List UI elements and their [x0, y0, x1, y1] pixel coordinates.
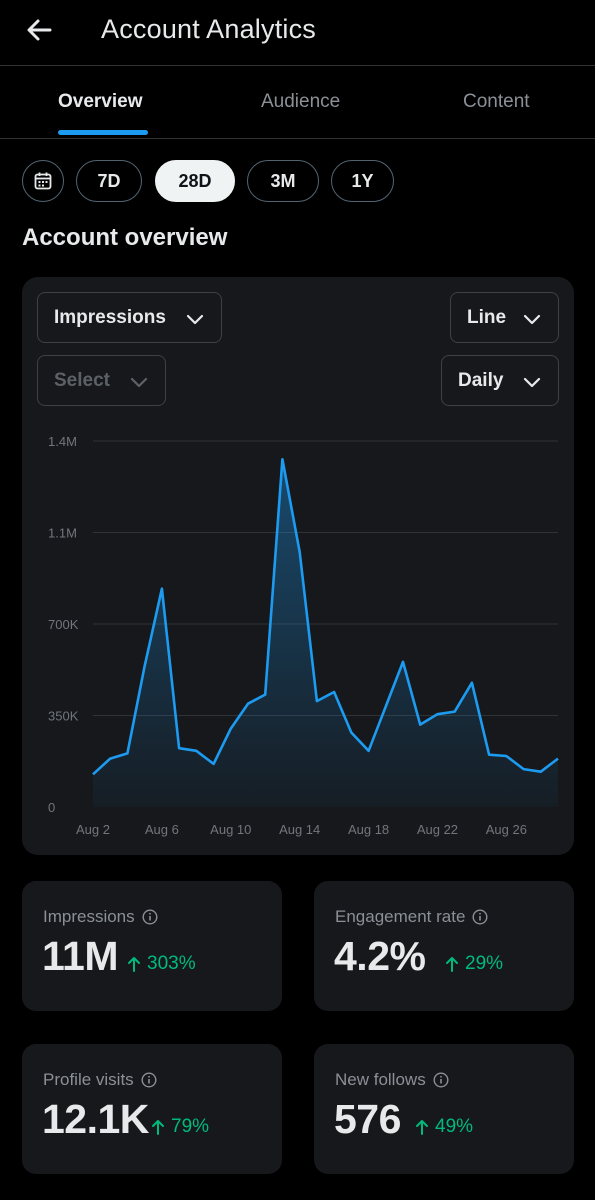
info-icon[interactable]: [142, 909, 158, 925]
info-icon[interactable]: [433, 1072, 449, 1088]
stat-change: 49%: [414, 1116, 473, 1138]
info-icon[interactable]: [141, 1072, 157, 1088]
chart-card: Impressions Line Select Daily Aug 2 Aug 6…: [22, 277, 574, 855]
stat-card-profile-visits[interactable]: Profile visits 12.1K 79%: [22, 1044, 282, 1174]
back-button[interactable]: [22, 12, 58, 48]
impressions-area: [93, 459, 558, 807]
range-3m-button[interactable]: 3M: [247, 160, 319, 202]
tab-audience[interactable]: Audience: [261, 91, 341, 112]
stat-card-impressions[interactable]: Impressions 11M 303%: [22, 881, 282, 1011]
stat-label: New follows: [335, 1070, 449, 1090]
page-title: Account Analytics: [101, 14, 317, 44]
y-tick-label: 1.4M: [48, 434, 77, 449]
compare-dropdown[interactable]: Select: [37, 355, 166, 406]
interval-dropdown[interactable]: Daily: [441, 355, 559, 406]
x-tick-label: Aug 18: [348, 822, 389, 837]
x-tick-label: Aug 26: [486, 822, 527, 837]
chart-type-dropdown[interactable]: Line: [450, 292, 559, 343]
interval-dropdown-label: Daily: [458, 369, 504, 391]
range-1y-button[interactable]: 1Y: [331, 160, 394, 202]
tab-bar: Overview Audience Content: [0, 67, 595, 139]
stat-value: 576: [334, 1096, 401, 1142]
date-range-selector: 7D 28D 3M 1Y: [0, 160, 595, 204]
stat-card-engagement-rate[interactable]: Engagement rate 4.2% 29%: [314, 881, 574, 1011]
arrow-up-icon: [128, 957, 140, 972]
chart-type-label: Line: [467, 306, 507, 328]
chevron-down-icon: [523, 314, 541, 325]
range-28d-button[interactable]: 28D: [155, 160, 235, 202]
calendar-icon: [34, 172, 52, 190]
x-tick-label: Aug 2: [76, 822, 110, 837]
y-tick-label: 1.1M: [48, 526, 77, 541]
impressions-line: [92, 458, 559, 776]
arrow-left-icon: [27, 19, 52, 41]
stat-change: 79%: [150, 1116, 209, 1138]
x-tick-label: Aug 10: [210, 822, 251, 837]
arrow-up-icon: [446, 957, 458, 972]
stat-value: 12.1K: [42, 1096, 149, 1142]
y-tick-label: 350K: [48, 709, 79, 724]
section-title: Account overview: [22, 224, 228, 251]
tab-content[interactable]: Content: [463, 91, 530, 112]
stat-label: Engagement rate: [335, 907, 488, 927]
stat-value: 4.2%: [334, 933, 426, 979]
stat-card-new-follows[interactable]: New follows 576 49%: [314, 1044, 574, 1174]
x-tick-label: Aug 6: [145, 822, 179, 837]
chevron-down-icon: [186, 314, 204, 325]
chevron-down-icon: [130, 377, 148, 388]
info-icon[interactable]: [472, 909, 488, 925]
y-tick-label: 700K: [48, 617, 79, 632]
metric-dropdown[interactable]: Impressions: [37, 292, 222, 343]
stat-change: 303%: [126, 953, 196, 975]
stat-change: 29%: [444, 953, 503, 975]
tab-overview[interactable]: Overview: [58, 91, 143, 112]
impressions-line-chart: Aug 2 Aug 6 Aug 10 Aug 14 Aug 18 Aug 22 Aug 26…: [48, 434, 559, 837]
calendar-button[interactable]: [22, 160, 64, 202]
x-tick-label: Aug 14: [279, 822, 320, 837]
arrow-up-icon: [416, 1120, 428, 1135]
chevron-down-icon: [523, 377, 541, 388]
y-tick-label: 0: [48, 800, 55, 815]
stat-label: Impressions: [43, 907, 158, 927]
arrow-up-icon: [152, 1120, 164, 1135]
x-tick-label: Aug 22: [417, 822, 458, 837]
compare-dropdown-label: Select: [54, 369, 110, 391]
range-7d-button[interactable]: 7D: [76, 160, 142, 202]
metric-dropdown-label: Impressions: [54, 306, 166, 328]
active-tab-indicator: [58, 130, 148, 135]
stat-label: Profile visits: [43, 1070, 157, 1090]
stat-value: 11M: [42, 933, 119, 979]
top-bar: Account Analytics: [0, 0, 595, 66]
